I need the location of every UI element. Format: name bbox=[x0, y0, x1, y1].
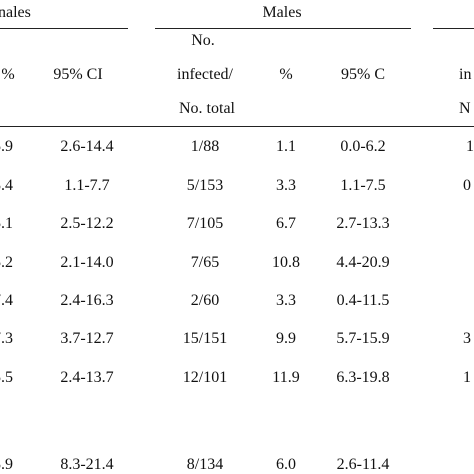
males-ratio-cell: 5/153 bbox=[186, 177, 224, 194]
col-header-next-line2: N bbox=[459, 100, 471, 117]
females-ci-cell: 3.7-12.7 bbox=[60, 330, 114, 347]
females-pct-cell: 5.5 bbox=[0, 369, 13, 386]
males-pct-cell: 6.0 bbox=[276, 456, 296, 473]
females-pct-cell: 7.4 bbox=[0, 292, 13, 309]
males-ci-cell: 0.4-11.5 bbox=[336, 292, 390, 309]
males-ci-cell: 1.1-7.5 bbox=[340, 177, 386, 194]
males-ratio-cell: 2/60 bbox=[190, 292, 220, 309]
females-ci-cell: 1.1-7.7 bbox=[64, 177, 110, 194]
males-pct-cell: 1.1 bbox=[276, 138, 296, 155]
males-group-rule bbox=[155, 28, 411, 29]
males-pct-cell: 3.3 bbox=[276, 177, 296, 194]
males-ratio-cell: 8/134 bbox=[186, 456, 224, 473]
males-pct-cell: 9.9 bbox=[276, 330, 296, 347]
col-header-next-line1: in bbox=[459, 66, 472, 83]
next-col-cell: 0 bbox=[463, 177, 471, 194]
females-ci-cell: 2.5-12.2 bbox=[60, 215, 114, 232]
females-pct-cell: 5.1 bbox=[0, 215, 13, 232]
males-ratio-cell: 1/88 bbox=[190, 138, 220, 155]
col-header-females-pct: % bbox=[1, 66, 15, 83]
col-header-males-pct: % bbox=[279, 66, 293, 83]
males-ratio-cell: 12/101 bbox=[182, 369, 228, 386]
males-ci-cell: 6.3-19.8 bbox=[336, 369, 390, 386]
females-ci-cell: 2.4-16.3 bbox=[60, 292, 114, 309]
males-ratio-cell: 7/65 bbox=[190, 254, 220, 271]
males-pct-cell: 6.7 bbox=[276, 215, 296, 232]
males-pct-cell: 3.3 bbox=[276, 292, 296, 309]
females-pct-cell: 3.4 bbox=[0, 177, 13, 194]
males-ratio-cell: 7/105 bbox=[186, 215, 224, 232]
females-pct-cell: 3.9 bbox=[0, 456, 13, 473]
males-ci-cell: 0.0-6.2 bbox=[340, 138, 386, 155]
next-col-cell: 1 bbox=[466, 138, 474, 155]
females-ci-cell: 2.6-14.4 bbox=[60, 138, 114, 155]
header-rule bbox=[0, 126, 474, 127]
females-pct-cell: 5.2 bbox=[0, 254, 13, 271]
females-pct-cell: 7.3 bbox=[0, 330, 13, 347]
males-ratio-cell: 15/151 bbox=[182, 330, 228, 347]
females-ci-cell: 2.1-14.0 bbox=[60, 254, 114, 271]
next-col-cell: 1 bbox=[463, 369, 471, 386]
group-header-females: nales bbox=[0, 4, 31, 21]
next-group-rule bbox=[433, 28, 474, 29]
col-header-males-infected-line3: No. total bbox=[179, 100, 235, 117]
males-ci-cell: 4.4-20.9 bbox=[336, 254, 390, 271]
males-pct-cell: 10.8 bbox=[272, 254, 300, 271]
males-pct-cell: 11.9 bbox=[272, 369, 300, 386]
males-ci-cell: 2.6-11.4 bbox=[336, 456, 390, 473]
col-header-males-ci: 95% C bbox=[341, 66, 385, 83]
next-col-cell: 3 bbox=[463, 330, 471, 347]
females-ci-cell: 2.4-13.7 bbox=[60, 369, 114, 386]
males-ci-cell: 2.7-13.3 bbox=[336, 215, 390, 232]
col-header-males-infected-line2: infected/ bbox=[177, 66, 233, 83]
group-header-males: Males bbox=[262, 4, 302, 21]
females-ci-cell: 8.3-21.4 bbox=[60, 456, 114, 473]
males-ci-cell: 5.7-15.9 bbox=[336, 330, 390, 347]
females-pct-cell: 5.9 bbox=[0, 138, 13, 155]
females-group-rule bbox=[0, 28, 128, 29]
col-header-males-infected-line1: No. bbox=[191, 32, 215, 49]
col-header-females-ci: 95% CI bbox=[53, 66, 103, 83]
